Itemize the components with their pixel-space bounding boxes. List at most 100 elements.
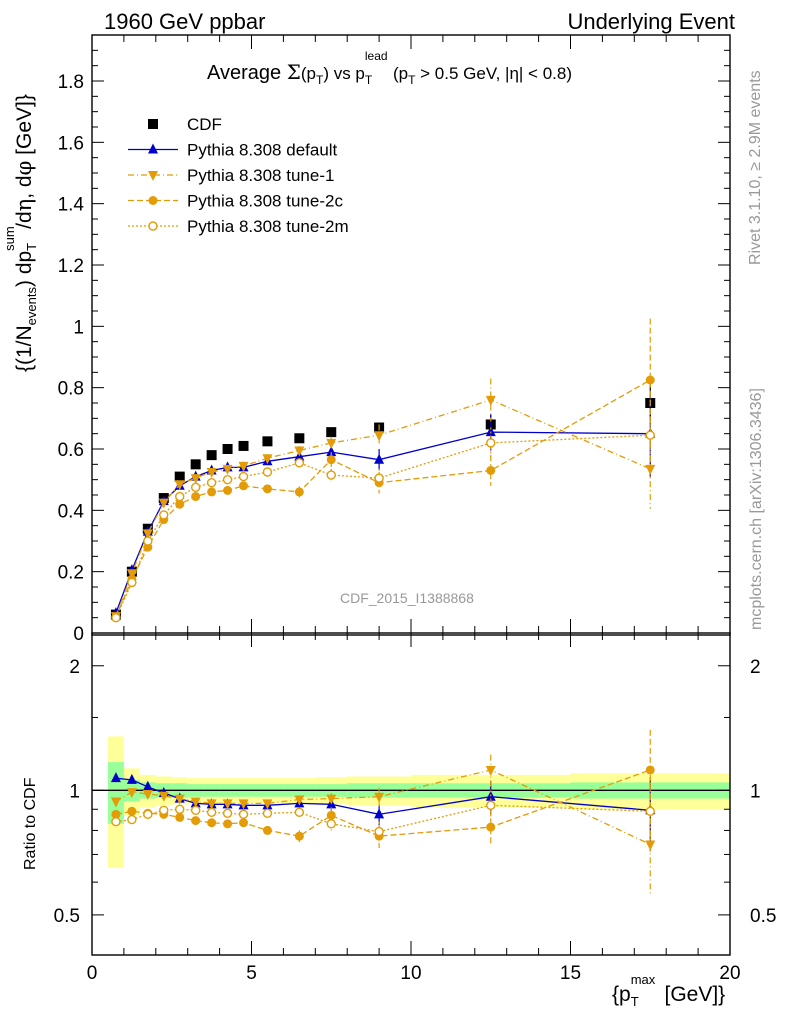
top-series-4-point	[238, 471, 249, 482]
top-series-2-point	[294, 446, 305, 457]
top-series-0-point	[294, 433, 305, 444]
legend-entry-label: Pythia 8.308 tune-2m	[187, 217, 349, 236]
ratio-series-3-point	[111, 816, 121, 827]
ratio-series-0-point	[374, 808, 385, 819]
ratio-y-tick-label-right: 1	[750, 781, 761, 802]
ratio-series-1-point	[374, 792, 385, 803]
top-series-4-point	[374, 473, 384, 483]
top-y-tick-label: 0.8	[58, 379, 84, 400]
ratio-series-1-point	[485, 765, 496, 776]
top-y-tick-label: 0.6	[58, 440, 84, 461]
top-y-tick-label: 0.2	[58, 563, 84, 584]
top-series-0-point	[206, 450, 217, 461]
ratio-series-1-point	[238, 799, 249, 810]
ratio-series-1-point	[142, 789, 153, 800]
ratio-series-1-point	[158, 791, 169, 802]
top-series-4-point	[127, 577, 137, 588]
ratio-series-0-point	[126, 773, 137, 784]
top-y-tick-label: 1.2	[58, 256, 84, 277]
top-series-3-point	[645, 375, 655, 385]
main-y-axis-label: {(1/Nevents) dp sum T/dη, dφ [GeV]}	[2, 94, 40, 372]
top-series-4-point	[294, 458, 305, 468]
ratio-series-1-point	[206, 799, 217, 810]
top-series-0-point	[238, 440, 249, 451]
top-series-2-point	[238, 461, 249, 472]
ratio-plot-frame	[91, 632, 731, 956]
ratio-series-2-point	[239, 818, 249, 828]
top-series-2-point	[142, 529, 153, 540]
ratio-series-2-point	[223, 819, 233, 829]
ratio-series-2-point	[175, 812, 185, 822]
header-energy-label: 1960 GeV ppbar	[104, 9, 266, 34]
x-tick-label: 15	[560, 963, 581, 984]
x-tick-label: 0	[87, 963, 98, 984]
legend-entry-label: Pythia 8.308 default	[187, 141, 338, 160]
ratio-y-tick-label: 2	[69, 657, 80, 678]
ratio-series-2-point	[326, 810, 336, 820]
main-plot-panel: 0 0.2 0.4 0.6 0.8 1 1.2 1.4 1.6 1.8	[58, 35, 731, 645]
top-series-2-point	[262, 454, 273, 465]
analysis-watermark: CDF_2015_I1388868	[340, 590, 474, 606]
ratio-series-2-point	[294, 831, 304, 841]
ratio-y-tick-label: 1	[69, 781, 80, 802]
ratio-series-3-point	[175, 804, 185, 814]
x-tick-label: 20	[719, 963, 740, 984]
top-series-3-point	[207, 487, 217, 497]
top-series-2-point	[374, 431, 385, 442]
ratio-uncertainty-band-inner	[107, 762, 124, 824]
legend-marker-sample	[148, 196, 158, 205]
ratio-series-3-point	[374, 826, 384, 837]
legend-entry-label: Pythia 8.308 tune-2c	[187, 192, 343, 211]
header-process-label: Underlying Event	[567, 9, 735, 34]
ratio-series-0-point	[142, 780, 153, 791]
ratio-series-3-point	[127, 814, 137, 825]
main-plot-frame	[91, 34, 731, 636]
ratio-series-1-point	[326, 794, 337, 805]
ratio-series-1-line	[115, 769, 651, 845]
ratio-plot-panel: 0.5 0.51 12 20 5 10 15 20	[54, 633, 776, 984]
top-series-2-point	[190, 474, 201, 485]
ratio-series-1-point	[222, 799, 233, 810]
top-series-1-point	[326, 446, 337, 457]
legend-marker-sample	[148, 171, 158, 181]
top-series-4-point	[159, 510, 169, 520]
top-series-2-point	[158, 498, 169, 509]
top-y-tick-label: 1.4	[58, 195, 85, 216]
top-series-1-point	[485, 426, 496, 437]
top-series-3-point	[326, 455, 336, 465]
top-series-3-point	[239, 481, 249, 491]
ratio-series-3-point	[645, 806, 655, 816]
top-series-0-point	[190, 459, 201, 470]
top-series-2-point	[206, 468, 217, 478]
legend-marker-sample	[148, 143, 158, 154]
ratio-series-2-point	[111, 809, 121, 819]
ratio-series-1-point	[294, 795, 305, 806]
top-series-2-point	[222, 464, 233, 475]
top-series-4-point	[190, 482, 201, 493]
ratio-series-3-point	[143, 809, 153, 820]
top-series-3-point	[191, 492, 201, 502]
x-tick-label: 5	[246, 963, 257, 984]
top-series-0-point	[222, 444, 233, 454]
top-series-4-point	[206, 478, 217, 488]
ratio-series-2-point	[127, 806, 137, 816]
top-series-4-point	[326, 470, 336, 480]
legend-entry-label: Pythia 8.308 tune-1	[187, 166, 334, 185]
x-tick-label: 10	[400, 963, 421, 984]
top-series-4-point	[143, 536, 153, 546]
ratio-series-3-point	[159, 805, 169, 815]
ratio-series-3-point	[326, 819, 336, 829]
ratio-series-3-point	[294, 807, 305, 817]
ratio-y-axis-label: Ratio to CDF	[22, 777, 39, 870]
ratio-series-1-point	[110, 797, 121, 808]
top-series-2-point	[485, 395, 496, 406]
top-series-3-point	[262, 484, 272, 494]
top-series-2-point	[326, 438, 337, 449]
x-axis-label: {p max T [GeV]}	[612, 972, 726, 1010]
top-series-4-point	[645, 430, 655, 440]
ratio-series-2-point	[207, 818, 217, 828]
top-series-2-point	[174, 480, 185, 491]
legend-marker-sample	[148, 221, 158, 231]
top-y-tick-label: 1.8	[58, 72, 84, 93]
